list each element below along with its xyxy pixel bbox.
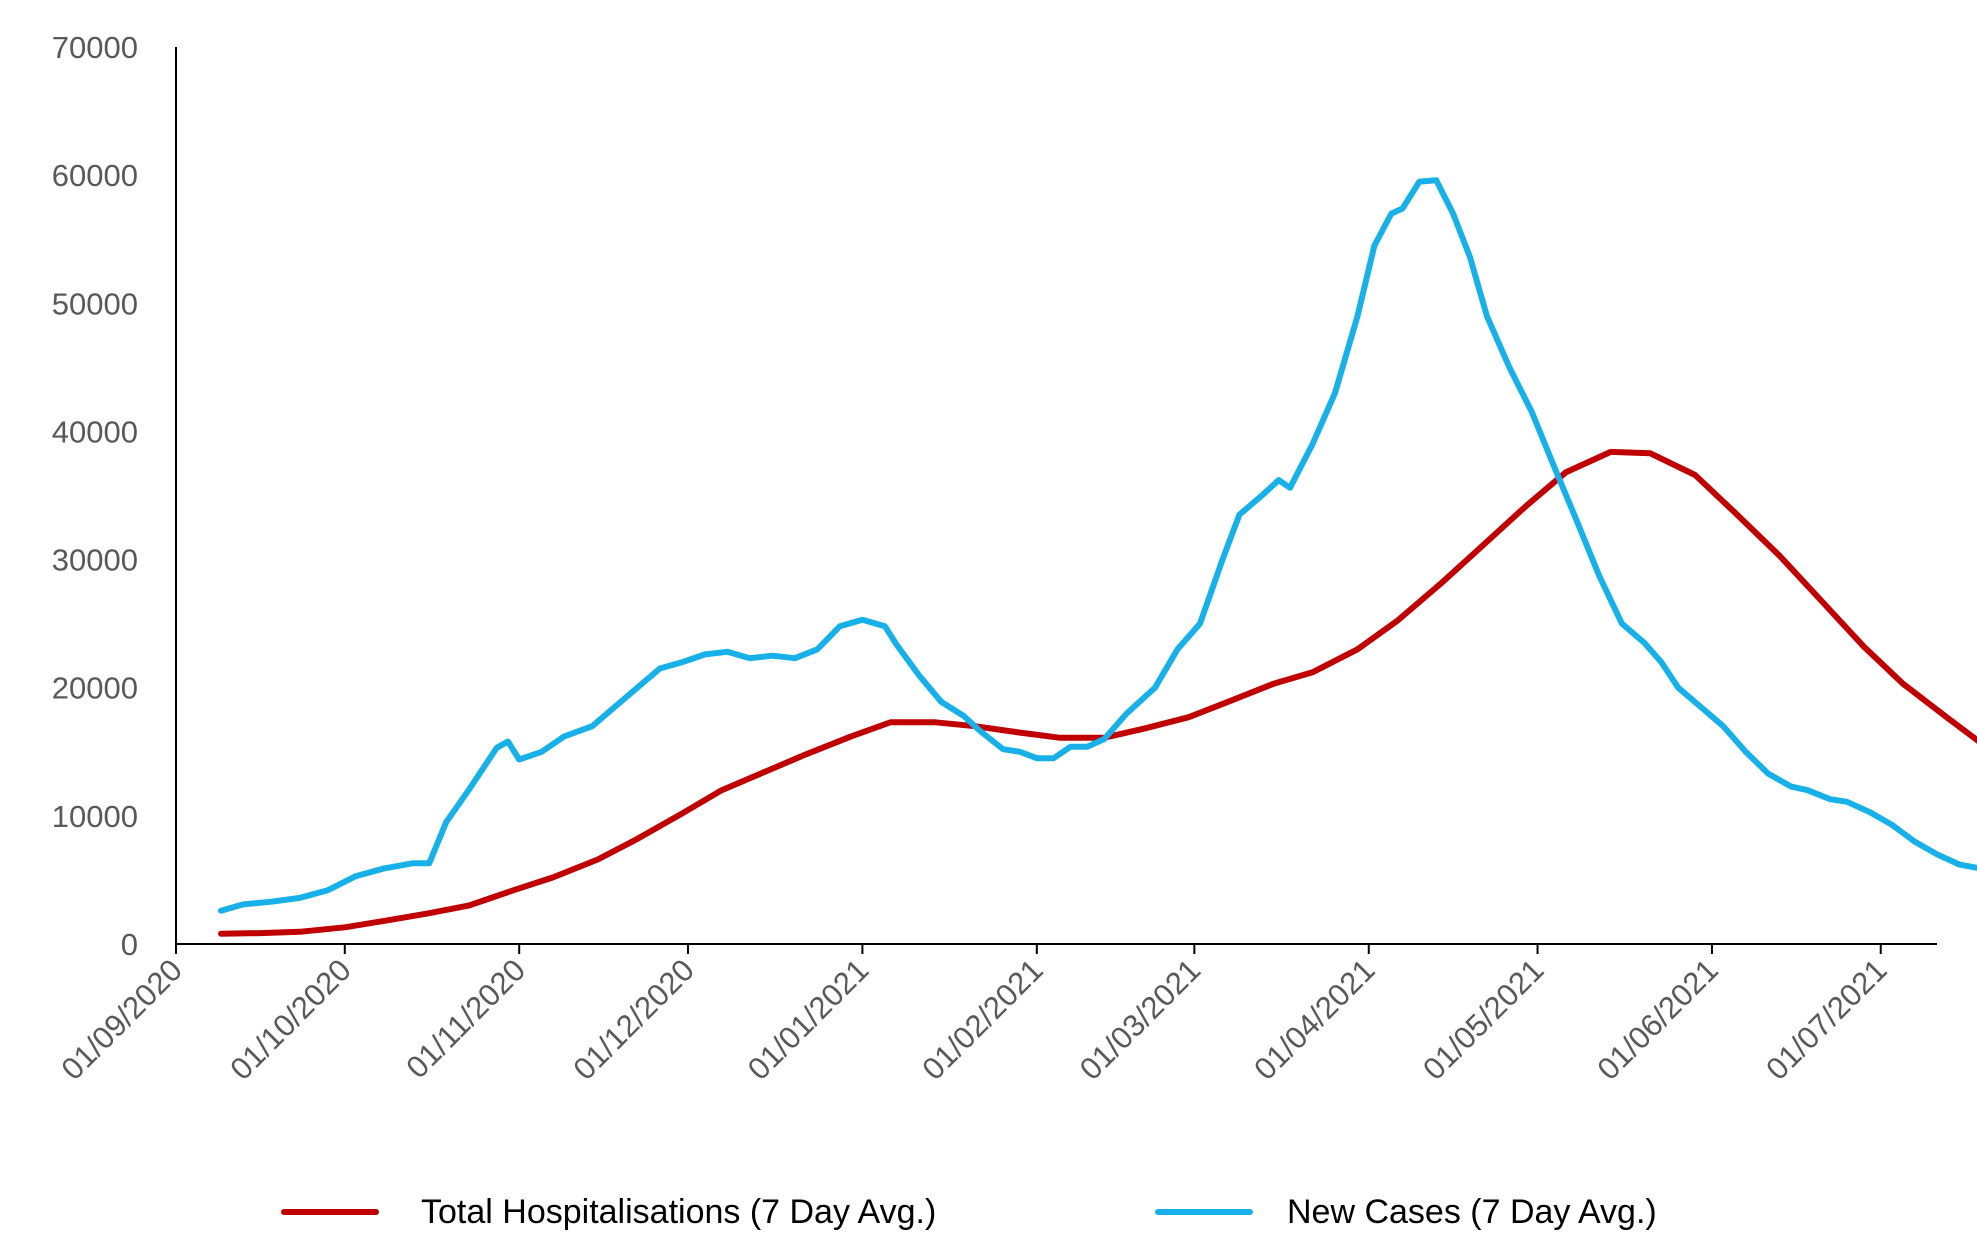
legend-label: Total Hospitalisations (7 Day Avg.) [421,1193,936,1231]
axes [175,47,1937,945]
x-tick-label: 01/10/2020 [223,952,357,1086]
y-tick-label: 30000 [52,543,138,578]
series-line-hospitalisations [218,448,1977,937]
x-tick-label: 01/03/2021 [1073,952,1207,1086]
x-tick-label: 01/05/2021 [1416,952,1550,1086]
y-tick-label: 10000 [52,799,138,834]
x-tick-label: 01/07/2021 [1759,952,1893,1086]
y-tick-label: 0 [121,927,138,962]
x-tick-label: 01/02/2021 [915,952,1049,1086]
y-tick-labels: 0 10000 20000 30000 40000 50000 60000 70000 [52,30,138,962]
x-tick-labels: 01/09/2020 01/10/2020 01/11/2020 01/12/2020… [54,944,1894,1087]
x-tick-label: 01/01/2021 [741,952,875,1086]
x-tick-label: 01/09/2020 [54,952,188,1086]
x-tick-label: 01/04/2021 [1247,952,1381,1086]
series-line-new-cases [218,177,1977,914]
legend: Total Hospitalisations (7 Day Avg.) New C… [281,1193,1657,1231]
series-lines [218,177,1977,937]
legend-label: New Cases (7 Day Avg.) [1287,1193,1657,1231]
x-tick-label: 01/06/2021 [1590,952,1724,1086]
y-tick-label: 50000 [52,286,138,321]
y-tick-label: 20000 [52,671,138,706]
x-tick-label: 01/12/2020 [566,952,700,1086]
x-tick-label: 01/11/2020 [399,952,532,1085]
y-tick-label: 40000 [52,414,138,449]
y-tick-label: 70000 [52,30,138,65]
y-tick-label: 60000 [52,158,138,193]
